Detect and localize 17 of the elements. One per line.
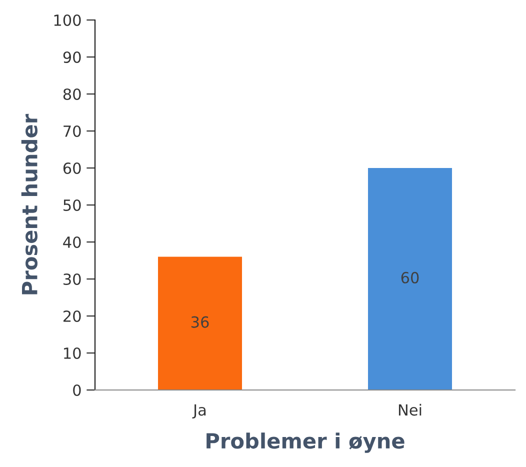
- data-label: 60: [401, 272, 419, 284]
- y-axis-title: Prosent hunder: [21, 114, 38, 294]
- y-tick-label: 70: [64, 125, 81, 138]
- y-tick-label: 0: [73, 384, 81, 396]
- x-axis-title: Problemer i øyne: [206, 432, 404, 453]
- y-tick-label: 50: [64, 199, 81, 212]
- x-tick-label: Nei: [398, 404, 422, 416]
- y-tick-label: 10: [64, 347, 81, 360]
- y-tick-label: 30: [64, 273, 81, 286]
- y-tick-label: 90: [63, 51, 81, 64]
- y-tick-label: 60: [63, 162, 81, 174]
- y-tick-label: 100: [54, 14, 81, 26]
- x-tick-label: Ja: [192, 404, 206, 419]
- y-tick-label: 80: [63, 88, 81, 100]
- y-tick-label: 20: [63, 310, 81, 322]
- data-label: 36: [191, 316, 209, 328]
- y-tick-label: 40: [63, 236, 81, 248]
